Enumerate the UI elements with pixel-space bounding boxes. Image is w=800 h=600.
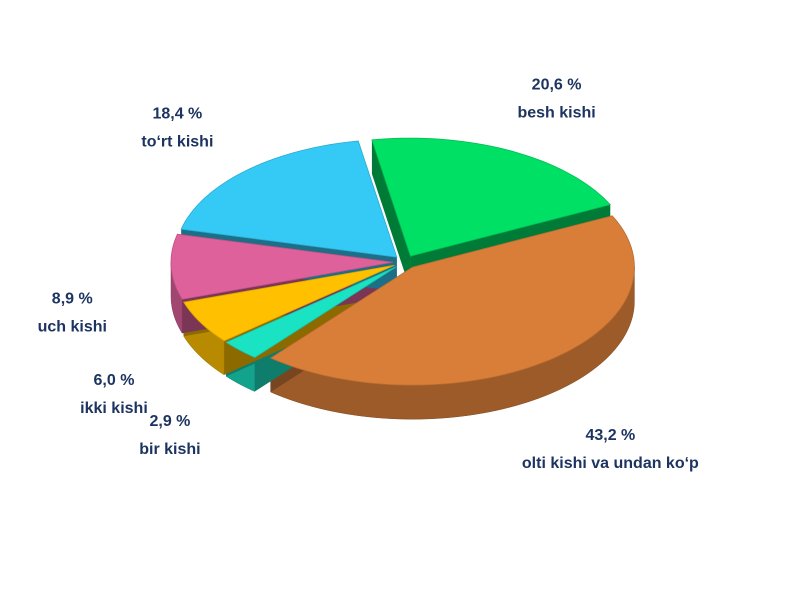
pie-slice (225, 266, 397, 358)
category-label: besh kishi (517, 104, 595, 121)
value-label: 20,6 % (532, 76, 582, 93)
value-label: 2,9 % (149, 413, 190, 430)
pie-slice (170, 233, 394, 300)
value-label: 8,9 % (52, 290, 93, 307)
pie-slice (371, 137, 612, 257)
category-label: ikki kishi (80, 400, 148, 417)
pie-slice (183, 264, 395, 342)
category-label: bir kishi (139, 441, 200, 458)
value-label: 18,4 % (152, 106, 202, 123)
value-label: 43,2 % (585, 427, 635, 444)
category-label: olti kishi va undan ko‘p (522, 455, 699, 472)
pie-slice (180, 140, 398, 258)
category-label: uch kishi (38, 318, 107, 335)
value-label: 6,0 % (94, 372, 135, 389)
pie-slice (269, 215, 635, 386)
category-label: to‘rt kishi (141, 134, 213, 151)
slice-tops (170, 137, 635, 386)
slice-wall (371, 139, 411, 291)
